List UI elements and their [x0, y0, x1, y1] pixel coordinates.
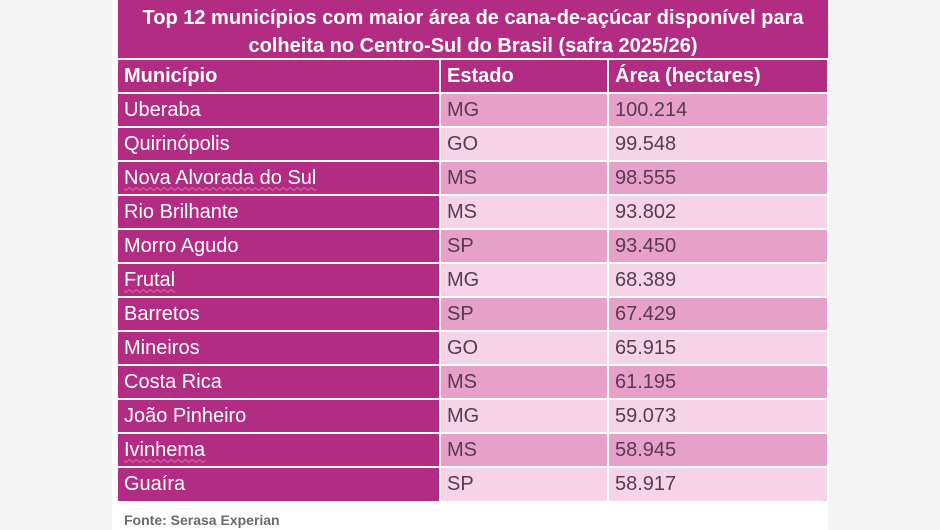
cell-municipio: Costa Rica [118, 364, 441, 399]
table-row: Mineiros GO 65.915 [118, 330, 829, 365]
cell-area: 99.548 [608, 126, 829, 161]
cell-area: 58.945 [608, 432, 829, 467]
cell-estado: MS [440, 432, 609, 467]
source-note: Fonte: Serasa Experian [124, 512, 280, 528]
table-row: Nova Alvorada do Sul MS 98.555 [118, 160, 829, 195]
column-header-municipio: Município [118, 58, 441, 93]
cell-area: 93.450 [608, 228, 829, 263]
left-margin [0, 0, 112, 530]
cell-area: 68.389 [608, 262, 829, 297]
cell-municipio: Uberaba [118, 92, 441, 127]
table-body: Uberaba MG 100.214 Quirinópolis GO 99.54… [118, 92, 829, 501]
table-row: Ivinhema MS 58.945 [118, 432, 829, 467]
cell-municipio: Barretos [118, 296, 441, 331]
column-header-area: Área (hectares) [608, 58, 829, 93]
cell-estado: MG [440, 92, 609, 127]
municipio-text: Frutal [124, 268, 176, 291]
cell-area: 98.555 [608, 160, 829, 195]
cell-area: 58.917 [608, 466, 829, 501]
table-row: Rio Brilhante MS 93.802 [118, 194, 829, 229]
cell-area: 61.195 [608, 364, 829, 399]
table-title: Top 12 municípios com maior área de cana… [118, 0, 828, 58]
right-margin [828, 0, 940, 530]
cell-municipio: Rio Brilhante [118, 194, 441, 229]
cell-municipio: João Pinheiro [118, 398, 441, 433]
cell-estado: SP [440, 296, 609, 331]
cell-municipio: Quirinópolis [118, 126, 441, 161]
cell-area: 67.429 [608, 296, 829, 331]
cell-municipio: Mineiros [118, 330, 441, 365]
cell-estado: MS [440, 364, 609, 399]
cell-area: 100.214 [608, 92, 829, 127]
municipio-text: Nova Alvorada do Sul [124, 166, 317, 189]
cell-area: 93.802 [608, 194, 829, 229]
header-row: Município Estado Área (hectares) [118, 58, 829, 93]
cell-municipio: Nova Alvorada do Sul [118, 160, 441, 195]
cell-estado: MS [440, 194, 609, 229]
cell-estado: SP [440, 228, 609, 263]
table-row: Costa Rica MS 61.195 [118, 364, 829, 399]
cell-area: 59.073 [608, 398, 829, 433]
table-row: Barretos SP 67.429 [118, 296, 829, 331]
table-container: Top 12 municípios com maior área de cana… [118, 0, 829, 501]
table-row: Morro Agudo SP 93.450 [118, 228, 829, 263]
cell-estado: GO [440, 126, 609, 161]
cell-estado: MG [440, 262, 609, 297]
column-header-estado: Estado [440, 58, 609, 93]
cell-estado: SP [440, 466, 609, 501]
cell-municipio: Guaíra [118, 466, 441, 501]
table-row: Quirinópolis GO 99.548 [118, 126, 829, 161]
data-table: Município Estado Área (hectares) Uberaba… [118, 58, 829, 501]
municipio-text: Ivinhema [124, 438, 206, 461]
table-row: Guaíra SP 58.917 [118, 466, 829, 501]
table-row: Uberaba MG 100.214 [118, 92, 829, 127]
cell-municipio: Ivinhema [118, 432, 441, 467]
cell-estado: GO [440, 330, 609, 365]
cell-area: 65.915 [608, 330, 829, 365]
table-row: Frutal MG 68.389 [118, 262, 829, 297]
cell-estado: MG [440, 398, 609, 433]
table-row: João Pinheiro MG 59.073 [118, 398, 829, 433]
cell-municipio: Frutal [118, 262, 441, 297]
cell-estado: MS [440, 160, 609, 195]
cell-municipio: Morro Agudo [118, 228, 441, 263]
